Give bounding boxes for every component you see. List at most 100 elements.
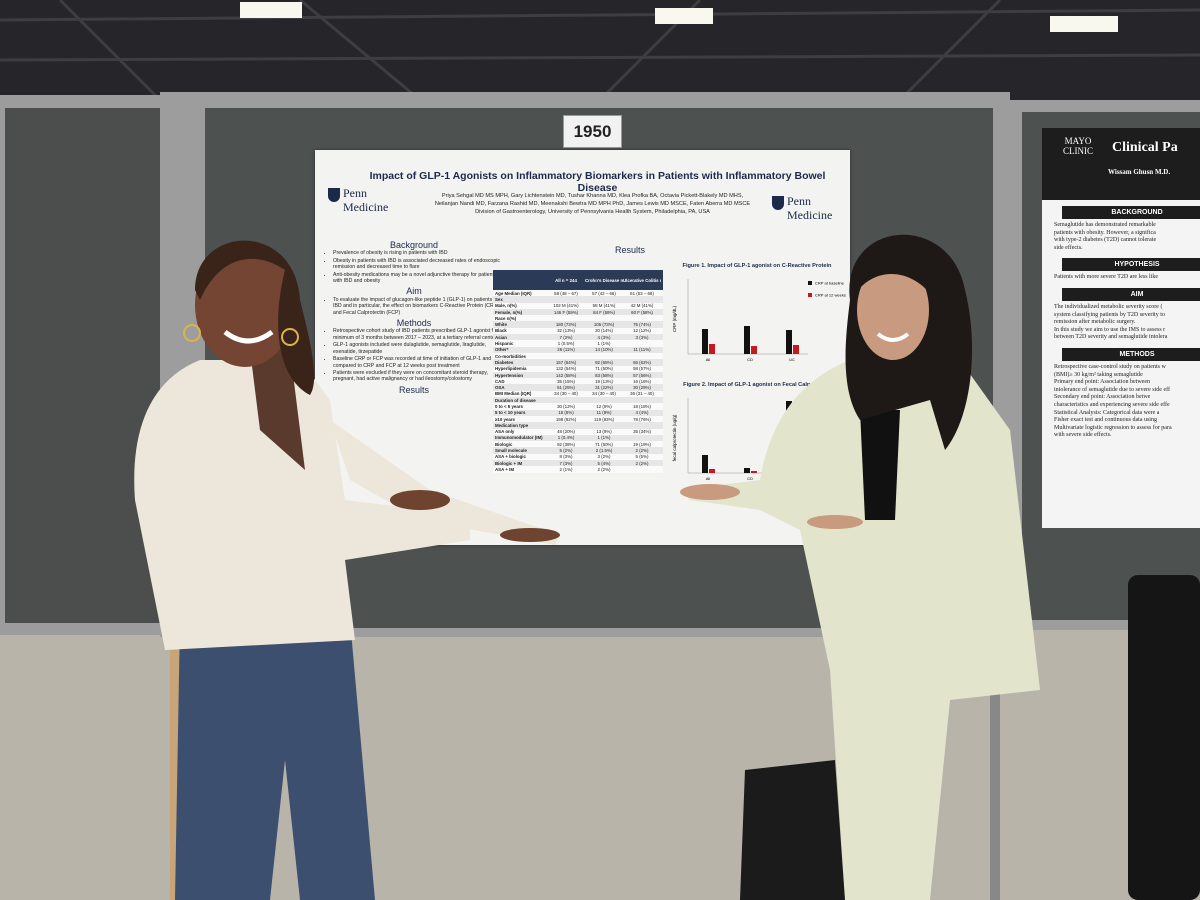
logo-sub: Medicine <box>343 200 389 214</box>
table-cell: 102 M (41%) <box>553 303 579 309</box>
table-row: Other* 26 (11%) 14 (10%) 11 (11%) <box>493 346 663 353</box>
table-cell: Co-morbidities <box>495 353 526 359</box>
table-cell: 42 M (41%) <box>630 303 654 309</box>
section-heading: Results <box>615 245 646 255</box>
figure-title: Figure 1. Impact of GLP-1 agonist on C-R… <box>682 263 832 269</box>
section-heading: BACKGROUND <box>1062 206 1200 219</box>
bullet: Obesity in patients with IBD is associat… <box>333 258 503 271</box>
table-row: Medication type <box>493 422 663 429</box>
table-cell: 60 F (58%) <box>631 309 653 315</box>
table-cell: 7 (3%) <box>559 334 573 340</box>
table-row: ASA + biologic 8 (3%) 3 (2%) 5 (5%) <box>493 454 663 460</box>
text-line: intolerance of semaglutide due to severe… <box>1054 386 1171 393</box>
table-cell: Other* <box>495 347 509 353</box>
table-cell: Female, n(%) <box>495 309 523 315</box>
table-cell: 157 (64%) <box>555 359 577 365</box>
text-line: system classifying patients by T2D sever… <box>1054 311 1165 318</box>
table-cell: 19 (19%) <box>633 441 651 447</box>
person-left <box>134 240 560 900</box>
table-cell: 142 (58%) <box>555 372 577 378</box>
table-cell: 11 (8%) <box>596 410 612 416</box>
table-cell: 2 (2%) <box>597 466 611 472</box>
logo-name: Penn <box>787 194 811 208</box>
table-cell: Race n(%) <box>495 315 517 321</box>
stanchion <box>1128 575 1200 900</box>
legend-label: CRP at 12 weeks <box>815 293 846 298</box>
table-cell: Small molecule <box>495 448 527 454</box>
table-cell: 15 (6%) <box>558 410 574 416</box>
table-cell: 0 to < 5 years <box>495 403 523 409</box>
table-cell: Hyperlipidemia <box>495 366 527 372</box>
bullet: Retrospective cohort study of IBD patien… <box>333 328 503 341</box>
table-cell: 1 (0.4%) <box>557 435 575 441</box>
table-cell: 84 F (59%) <box>593 309 615 315</box>
section-heading: HYPOTHESIS <box>1062 258 1200 272</box>
table-header: All n = 244 Crohn's Disease n = 142Ulcera… <box>493 270 663 290</box>
bullet: Baseline CRP or FCP was recorded at time… <box>333 356 503 369</box>
table-cell: 30 (29%) <box>633 385 651 391</box>
table-row: Hispanic 1 (0.5%) 1 (1%) <box>493 340 663 346</box>
table-cell: 78 (76%) <box>633 416 651 422</box>
table-row: CAD 35 (15%) 19 (13%) 16 (16%) <box>493 378 663 384</box>
poster-header: MAYO CLINIC Clinical Pa Wissam Ghusn M.D… <box>1042 128 1200 200</box>
bullet-list: Retrospective cohort study of IBD patien… <box>325 328 503 382</box>
section-heading: Methods <box>396 318 432 329</box>
logo: MAYO CLINIC <box>1063 136 1093 156</box>
table-cell: 26 (11%) <box>557 347 575 353</box>
table-row: ASA + IM 2 (1%) 2 (2%) <box>493 466 663 472</box>
table-cell: 61 (25%) <box>557 385 575 391</box>
bar-shape <box>709 344 715 354</box>
table-cell: 2 (1.5%) <box>595 448 613 454</box>
table-cell: 61 (53 – 68) <box>630 290 654 296</box>
text-line: with severe side effects. <box>1054 432 1112 439</box>
board-leg <box>990 640 1000 900</box>
table-cell: Hypertension <box>495 372 524 378</box>
table-row: Diabetes 157 (64%) 92 (65%) 65 (62%) <box>493 359 663 366</box>
table-cell: OSA <box>495 385 505 391</box>
table-cell: 119 (83%) <box>594 416 614 422</box>
table-row: Age Median (IQR) 58 (48 – 67) 57 (42 – 66)… <box>493 290 663 296</box>
table-cell: ≥10 years <box>495 416 515 422</box>
table-cell: 32 (13%) <box>557 328 575 334</box>
table-cell: 1 (0.5%) <box>557 341 575 347</box>
table-row: Sex <box>493 296 663 303</box>
table-row: White 180 (73%) 105 (73%) 75 (74%) <box>493 321 663 328</box>
table-cell: 57 (56%) <box>633 372 651 378</box>
booth-number: 1950 <box>563 115 622 148</box>
bullet: Anti-obesity medications may be a novel … <box>333 272 503 285</box>
bar-shape <box>744 326 750 354</box>
legend-label: CRP at baseline <box>815 281 845 286</box>
section-heading: Results <box>398 384 429 395</box>
text-line: Retrospective case-control study on pati… <box>1054 363 1166 370</box>
table-cell: Biologic + IM <box>495 460 523 466</box>
bullet-list: To evaluate the impact of glucagon-like … <box>325 297 503 316</box>
table-cell: 75 (74%) <box>633 322 651 328</box>
table-cell: 146 F (59%) <box>553 309 579 315</box>
category-label: All <box>706 357 711 362</box>
section-heading: Aim <box>406 286 422 297</box>
text-line: The individualized metabolic severity sc… <box>1054 303 1163 310</box>
table-cell: 14 (10%) <box>595 347 613 353</box>
table-cell: 12 (12%) <box>633 328 651 334</box>
bar-shape <box>786 330 792 354</box>
text-line: Fisher exact test and continuous data us… <box>1054 417 1157 424</box>
table-row: 5 to < 10 years 15 (6%) 11 (8%) 4 (4%) <box>493 409 663 416</box>
table-cell: Hispanic <box>495 341 514 347</box>
person-right <box>680 234 1040 900</box>
table-cell: 7 (3%) <box>559 460 573 466</box>
table-cell: 4 (3%) <box>597 334 611 340</box>
table-cell: 5 (5%) <box>635 454 649 460</box>
table-row: Race n(%) <box>493 315 663 321</box>
table-cell: 57 (42 – 66) <box>592 290 616 296</box>
text-line: Statistical Analysis: Categorical data w… <box>1054 409 1160 416</box>
header-cell: Ulcerative Colitis n = 102 <box>623 277 661 283</box>
table-cell: ASA + IM <box>495 466 514 472</box>
section-heading: Background <box>389 240 439 250</box>
figure-title: Figure 2. Impact of GLP-1 agonist on Fec… <box>683 382 831 388</box>
category-label: CD <box>747 476 753 481</box>
text-line: (BMI)≥ 30 kg/m² taking semaglutide <box>1054 371 1143 378</box>
text-line: patients with obesity. However, a signif… <box>1054 229 1156 236</box>
table-row: Hyperlipidemia 132 (54%) 71 (50%) 58 (57%) <box>493 366 663 372</box>
table-cell: Immunomodulator (IM) <box>495 435 543 441</box>
